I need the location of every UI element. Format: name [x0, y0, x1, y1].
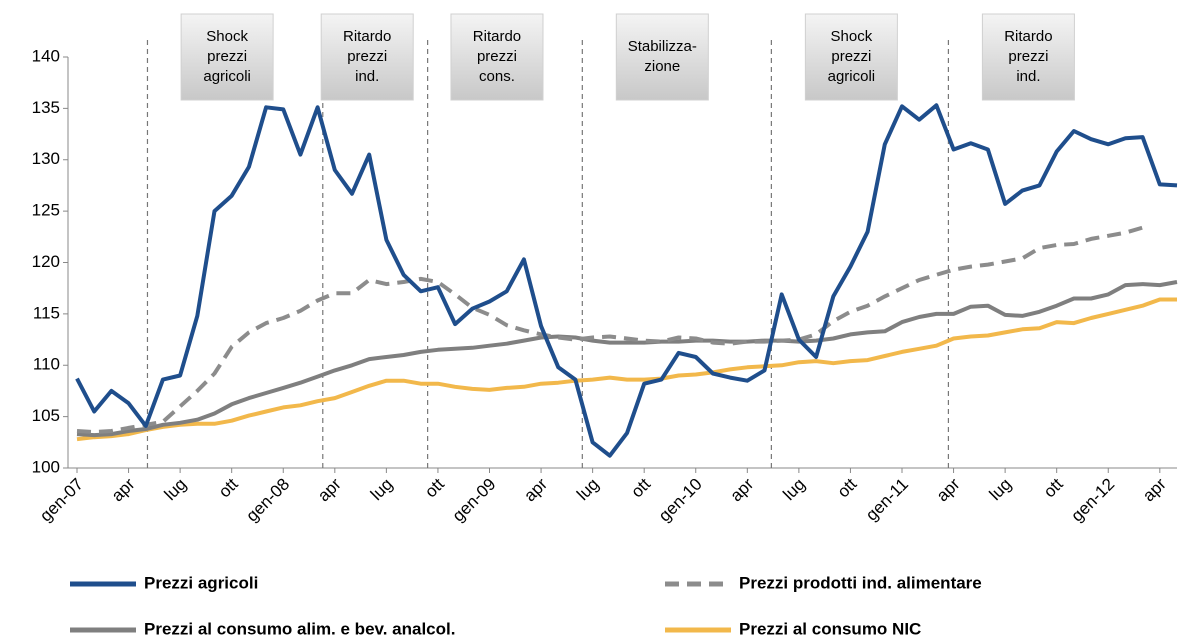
legend-label: Prezzi al consumo NIC	[739, 619, 921, 638]
y-tick-label: 125	[32, 201, 60, 220]
x-tick-label: gen-09	[449, 475, 500, 526]
x-tick-label: gen-11	[862, 475, 912, 525]
x-tick-label: lug	[573, 475, 602, 504]
series-line	[76, 297, 1177, 442]
x-tick-label: lug	[779, 475, 808, 504]
phase-label: agricoli	[203, 68, 251, 85]
phase-label: prezzi	[477, 48, 517, 65]
phase-box	[180, 13, 274, 101]
y-tick-label: 105	[32, 406, 60, 425]
x-tick-label: ott	[627, 474, 654, 501]
phase-label: Ritardo	[343, 28, 391, 45]
phase-label: Shock	[206, 28, 248, 45]
x-tick-label: gen-12	[1067, 475, 1118, 526]
phase-label: Stabilizza-	[628, 38, 697, 55]
y-tick-label: 110	[33, 355, 60, 374]
x-tick-label: apr	[314, 474, 345, 505]
legend-label: Prezzi al consumo alim. e bev. analcol.	[144, 619, 455, 638]
x-tick-label: ott	[834, 474, 861, 501]
legend-label: Prezzi agricoli	[144, 573, 258, 592]
phase-label: prezzi	[207, 48, 247, 65]
series-line	[76, 225, 1144, 434]
phase-label: Ritardo	[1004, 28, 1052, 45]
phase-label: cons.	[479, 68, 515, 85]
y-tick-label: 140	[32, 46, 60, 65]
x-tick-label: lug	[161, 475, 190, 504]
phase-label: Shock	[831, 28, 873, 45]
phase-label: zione	[644, 58, 680, 75]
phase-label: agricoli	[828, 68, 876, 85]
y-tick-label: 135	[32, 98, 60, 117]
legend-label: Prezzi prodotti ind. alimentare	[739, 573, 982, 592]
x-tick-label: ott	[215, 474, 242, 501]
phase-box	[804, 13, 898, 101]
phase-label: prezzi	[831, 48, 871, 65]
x-tick-label: apr	[933, 474, 964, 505]
x-tick-label: ott	[421, 474, 448, 501]
phase-label: Ritardo	[473, 28, 521, 45]
phase-label: ind.	[355, 68, 379, 85]
series-line	[76, 280, 1178, 438]
phase-box	[981, 13, 1075, 101]
series-line	[75, 103, 1178, 458]
x-tick-label: gen-10	[655, 475, 706, 526]
phase-box	[320, 13, 414, 101]
x-tick-label: gen-08	[242, 475, 293, 526]
y-tick-label: 130	[32, 149, 60, 168]
phase-label: prezzi	[1008, 48, 1048, 65]
x-tick-label: lug	[367, 475, 396, 504]
phase-box	[615, 13, 709, 101]
phase-label: ind.	[1016, 68, 1040, 85]
x-tick-label: apr	[1139, 474, 1170, 505]
y-tick-label: 100	[32, 457, 60, 476]
x-tick-label: gen-07	[36, 475, 87, 526]
x-tick-label: apr	[108, 474, 139, 505]
x-tick-label: apr	[726, 474, 757, 505]
y-tick-label: 115	[33, 303, 60, 322]
phase-box	[450, 13, 544, 101]
x-tick-label: ott	[1040, 474, 1067, 501]
phase-label: prezzi	[347, 48, 387, 65]
x-tick-label: apr	[520, 474, 551, 505]
y-tick-label: 120	[32, 252, 60, 271]
x-tick-label: lug	[986, 475, 1015, 504]
